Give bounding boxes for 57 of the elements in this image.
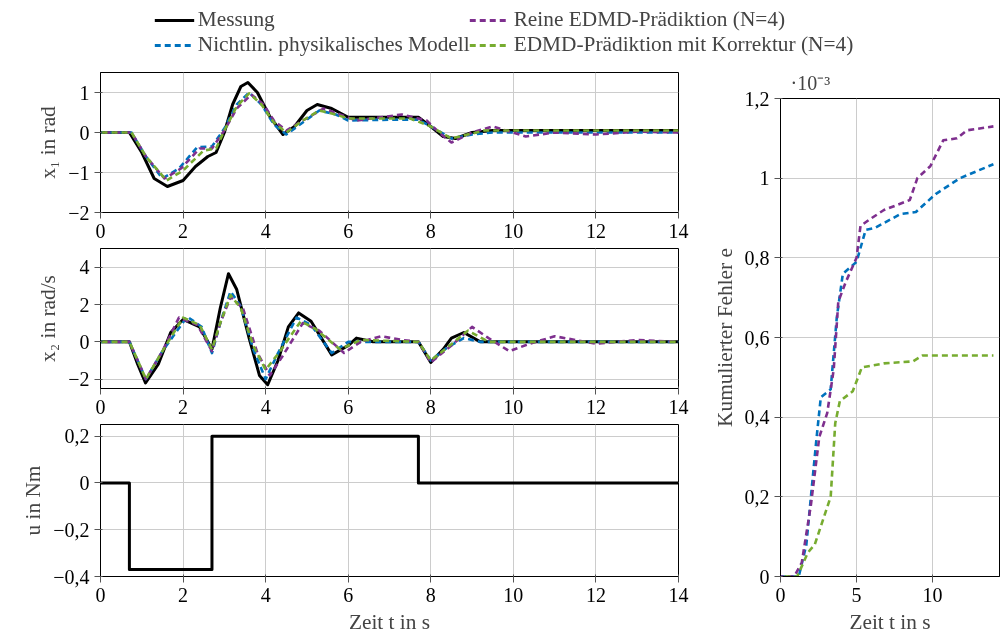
x-tick-label: 8 xyxy=(425,219,436,242)
x-tick-label: 14 xyxy=(668,219,689,242)
x-tick-label: 6 xyxy=(343,395,354,418)
y-tick-label: −2 xyxy=(68,201,90,224)
x-tick-label: 6 xyxy=(343,219,354,242)
x-tick-label: 0 xyxy=(95,219,106,242)
y-tick-label: 0,6 xyxy=(744,326,770,349)
x-tick-label: 8 xyxy=(425,395,436,418)
y-axis-title: x₁ in rad xyxy=(36,105,61,179)
x-tick-label: 12 xyxy=(585,583,606,606)
y-tick-label: 4 xyxy=(79,256,90,279)
x-tick-label: 14 xyxy=(668,395,689,418)
y-tick-label: 0,2 xyxy=(64,425,90,448)
y-tick-label: 0,4 xyxy=(744,406,770,429)
x-tick-label: 2 xyxy=(178,395,189,418)
x-tick-label: 10 xyxy=(503,395,524,418)
x-tick-label: 4 xyxy=(260,583,271,606)
x-tick-label: 6 xyxy=(343,583,354,606)
y-tick-label: −1 xyxy=(68,161,90,184)
legend-label: Nichtlin. physikalisches Modell xyxy=(197,32,470,57)
y-tick-label: 0 xyxy=(79,121,90,144)
x-tick-label: 0 xyxy=(95,395,106,418)
y-tick-label: 1 xyxy=(79,81,90,104)
y-tick-label: 0,8 xyxy=(744,246,770,269)
y-tick-label: 0,2 xyxy=(744,485,770,508)
x-tick-label: 14 xyxy=(668,583,689,606)
x-tick-label: 2 xyxy=(178,219,189,242)
y-tick-label: −2 xyxy=(68,368,90,391)
text: ·10⁻³ xyxy=(790,71,831,94)
y-tick-label: 0 xyxy=(79,330,90,353)
x-tick-label: 12 xyxy=(585,219,606,242)
x-tick-label: 10 xyxy=(503,219,524,242)
legend-label: Messung xyxy=(197,7,275,32)
y-axis-title: u in Nm xyxy=(21,465,46,536)
x-tick-label: 4 xyxy=(260,395,271,418)
x-tick-label: 12 xyxy=(585,395,606,418)
x-tick-label: 8 xyxy=(425,583,436,606)
x-tick-label: 5 xyxy=(851,583,862,606)
y-tick-label: 1 xyxy=(759,167,770,190)
x-tick-label: 4 xyxy=(260,219,271,242)
y-tick-label: 2 xyxy=(79,293,90,316)
legend-label: Reine EDMD-Prädiktion (N=4) xyxy=(513,7,786,32)
x-tick-label: 0 xyxy=(775,583,786,606)
y-axis-title: Kumulierter Fehler e xyxy=(712,248,737,427)
legend-label: EDMD-Prädiktion mit Korrektur (N=4) xyxy=(513,32,854,57)
x-axis-title: Zeit t in s xyxy=(348,609,431,634)
x-axis-title: Zeit t in s xyxy=(849,609,931,634)
y-axis-title: x₂ in rad/s xyxy=(36,275,61,362)
x-tick-label: 10 xyxy=(503,583,524,606)
y-tick-label: 1,2 xyxy=(744,87,770,110)
x-tick-label: 2 xyxy=(178,583,189,606)
y-tick-label: −0,2 xyxy=(53,518,90,541)
x-tick-label: 0 xyxy=(95,583,106,606)
y-tick-label: 0 xyxy=(759,565,770,588)
y-tick-label: 0 xyxy=(79,471,90,494)
y-tick-label: −0,4 xyxy=(53,565,90,588)
x-tick-label: 10 xyxy=(922,583,943,606)
